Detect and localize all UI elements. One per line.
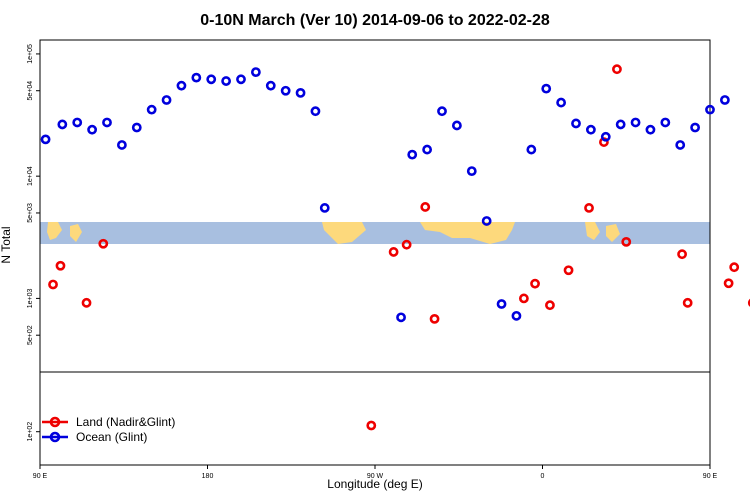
ocean-point bbox=[87, 124, 98, 135]
land-point bbox=[401, 239, 412, 250]
x-axis-ticks: 90 E 180 90 W 0 90 E bbox=[33, 465, 718, 480]
map-land-islands-repeat bbox=[606, 224, 620, 242]
ocean-point bbox=[191, 72, 202, 83]
ocean-point bbox=[396, 312, 406, 323]
land-point bbox=[530, 278, 540, 289]
land-point bbox=[98, 238, 109, 249]
land-point bbox=[55, 260, 66, 271]
land-point bbox=[420, 202, 431, 212]
ocean-point bbox=[585, 124, 596, 135]
y-tick-label: 1e+03 bbox=[27, 288, 34, 308]
ocean-point bbox=[556, 97, 567, 108]
legend-marker-ocean bbox=[49, 431, 61, 443]
ocean-point bbox=[40, 134, 51, 145]
ocean-point bbox=[57, 119, 68, 130]
x-tick-label: 90 W bbox=[367, 473, 384, 480]
ocean-point bbox=[422, 144, 433, 155]
land-point bbox=[48, 279, 58, 290]
land-point bbox=[584, 203, 594, 213]
y-axis-ticks: 1e+02 5e+02 1e+03 5e+03 1e+04 5e+04 1e+05 bbox=[27, 44, 40, 442]
ocean-point bbox=[102, 117, 112, 128]
map-ocean bbox=[40, 222, 710, 244]
map-land-africa bbox=[420, 222, 515, 244]
ocean-point bbox=[645, 124, 656, 135]
ocean-point bbox=[526, 144, 537, 155]
land-point bbox=[677, 249, 687, 260]
ocean-point bbox=[319, 203, 330, 213]
ocean-point bbox=[310, 106, 321, 117]
ocean-point bbox=[541, 83, 552, 94]
legend-label-land: Land (Nadir&Glint) bbox=[76, 415, 175, 429]
x-tick-label: 90 E bbox=[703, 473, 718, 480]
land-point bbox=[682, 297, 693, 308]
legend-label-ocean: Ocean (Glint) bbox=[76, 430, 147, 444]
ocean-point bbox=[280, 85, 291, 96]
land-point bbox=[366, 420, 377, 431]
land-point bbox=[747, 298, 750, 307]
ocean-point bbox=[630, 117, 641, 128]
ocean-point bbox=[265, 80, 276, 91]
map-land-se-asia-repeat bbox=[585, 222, 600, 240]
chart-title: 0-10N March (Ver 10) 2014-09-06 to 2022-… bbox=[200, 12, 550, 29]
ocean-point bbox=[571, 118, 581, 129]
ocean-point bbox=[407, 149, 418, 160]
ocean-point bbox=[250, 67, 261, 78]
ocean-point bbox=[496, 299, 507, 309]
legend-marker-land bbox=[49, 416, 61, 428]
ocean-point bbox=[705, 104, 715, 115]
ocean-point bbox=[600, 131, 611, 142]
map-land-south-america bbox=[322, 222, 366, 244]
ocean-point bbox=[437, 106, 447, 117]
land-point bbox=[612, 64, 622, 75]
data-points bbox=[40, 64, 750, 431]
land-point bbox=[545, 300, 555, 311]
ocean-point bbox=[719, 95, 730, 105]
ocean-point bbox=[451, 120, 462, 131]
x-tick-label: 0 bbox=[541, 473, 545, 480]
y-tick-label: 5e+03 bbox=[27, 203, 34, 223]
ocean-point bbox=[131, 122, 142, 133]
land-point bbox=[563, 265, 574, 276]
ocean-point bbox=[206, 74, 217, 85]
map-land-se-asia-islands bbox=[70, 224, 82, 242]
ocean-point bbox=[675, 140, 686, 150]
ocean-point bbox=[615, 119, 626, 130]
legend: Land (Nadir&Glint) Ocean (Glint) bbox=[42, 415, 175, 444]
land-point bbox=[723, 278, 734, 289]
legend-item-land: Land (Nadir&Glint) bbox=[42, 415, 175, 429]
ocean-point bbox=[116, 140, 127, 150]
ocean-point bbox=[236, 74, 246, 85]
background-map-band bbox=[40, 222, 710, 244]
x-tick-label: 90 E bbox=[33, 473, 48, 480]
map-land-se-asia bbox=[47, 222, 62, 240]
land-point bbox=[429, 313, 440, 324]
ocean-point bbox=[161, 95, 172, 105]
land-point bbox=[621, 236, 632, 247]
ocean-point bbox=[511, 310, 522, 321]
land-point bbox=[388, 247, 399, 257]
ocean-point bbox=[481, 216, 492, 226]
ocean-point bbox=[466, 166, 477, 177]
ocean-point bbox=[221, 76, 232, 86]
ocean-point bbox=[146, 104, 157, 115]
x-tick-label: 180 bbox=[202, 473, 214, 480]
y-tick-label: 1e+02 bbox=[27, 422, 34, 442]
land-point bbox=[518, 293, 529, 304]
x-axis-label: Longitude (deg E) bbox=[327, 477, 422, 491]
ocean-point bbox=[690, 122, 701, 133]
y-axis-label: N Total bbox=[0, 226, 13, 263]
ocean-point bbox=[660, 117, 671, 128]
y-tick-label: 1e+04 bbox=[27, 166, 34, 186]
y-tick-label: 5e+02 bbox=[27, 325, 34, 345]
ocean-point bbox=[295, 87, 306, 98]
y-tick-label: 5e+04 bbox=[27, 81, 34, 101]
ocean-point bbox=[72, 117, 83, 128]
land-point bbox=[729, 262, 740, 273]
land-point bbox=[81, 297, 92, 308]
ocean-point bbox=[176, 80, 187, 91]
legend-item-ocean: Ocean (Glint) bbox=[42, 430, 147, 444]
plot-frame bbox=[39, 39, 711, 466]
y-tick-label: 1e+05 bbox=[27, 44, 34, 64]
